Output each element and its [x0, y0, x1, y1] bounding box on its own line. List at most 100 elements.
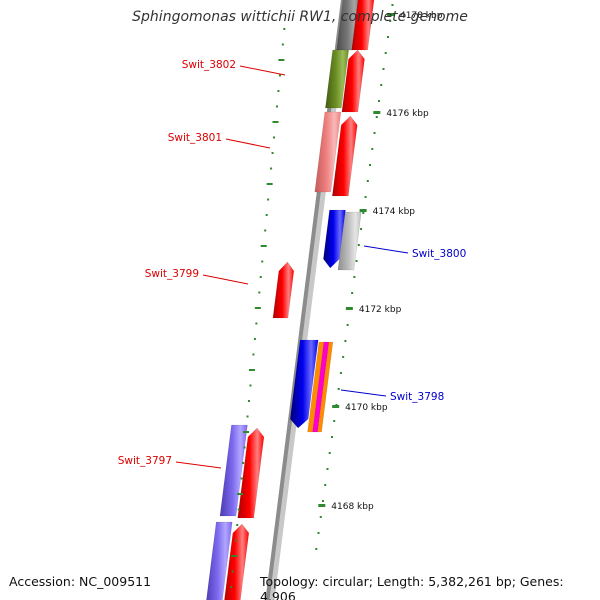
- scale-tick-minor: [364, 196, 367, 198]
- inner-tick-minor: [277, 90, 280, 92]
- inner-tick-minor: [252, 353, 255, 356]
- gene-feature-cds: [224, 523, 250, 600]
- inner-tick-minor: [240, 477, 243, 480]
- scale-label: 4168 kbp: [331, 502, 374, 512]
- gene-feature-cds: [289, 339, 319, 429]
- scale-tick-minor: [315, 548, 318, 550]
- gene-feature-purple: [206, 521, 233, 600]
- scale-tick-minor: [353, 276, 356, 278]
- inner-tick-minor: [253, 338, 256, 340]
- inner-tick-minor: [243, 446, 246, 449]
- inner-tick-minor: [261, 260, 264, 263]
- inner-tick-minor: [255, 322, 258, 325]
- scale-label: 4170 kbp: [345, 403, 388, 413]
- inner-tick-minor: [230, 586, 233, 588]
- scale-tick-minor: [384, 52, 387, 54]
- scale-tick-minor: [324, 484, 327, 486]
- gene-feature-grey: [337, 211, 362, 271]
- scale-tick-minor: [366, 180, 369, 182]
- scale-tick-minor: [389, 20, 392, 22]
- inner-tick-major: [254, 307, 261, 309]
- inner-tick-major: [278, 59, 285, 61]
- scale-tick-minor: [369, 164, 372, 166]
- gene-label-leader: [239, 65, 286, 76]
- gene-feature-cds: [323, 209, 346, 269]
- inner-tick-minor: [273, 136, 276, 139]
- gene-feature-orange: [317, 341, 334, 433]
- gene-label-leader: [340, 389, 387, 397]
- gene-feature-purple: [219, 424, 248, 517]
- inner-tick-major: [237, 493, 244, 495]
- inner-tick-minor: [258, 291, 261, 294]
- inner-tick-minor: [259, 276, 262, 278]
- inner-tick-minor: [248, 400, 250, 402]
- scale-tick-minor: [373, 132, 376, 134]
- scale-tick-minor: [371, 148, 374, 150]
- scale-tick-minor: [391, 4, 394, 6]
- scale-tick-minor: [375, 116, 378, 118]
- scale-tick-major: [359, 209, 367, 212]
- inner-tick-minor: [231, 570, 234, 573]
- inner-tick-minor: [234, 539, 237, 542]
- scale-tick-major: [318, 504, 326, 507]
- gene-feature-cds: [272, 261, 295, 319]
- inner-tick-minor: [267, 198, 270, 201]
- scale-tick-minor: [339, 372, 342, 374]
- inner-tick-minor: [271, 152, 274, 154]
- scale-tick-minor: [326, 468, 329, 470]
- scale-tick-major: [373, 111, 381, 114]
- scale-tick-minor: [319, 516, 322, 518]
- scale-tick-minor: [351, 292, 354, 294]
- map-title: Sphingomonas wittichii RW1, complete gen…: [132, 9, 468, 25]
- scale-label: 4176 kbp: [386, 109, 429, 119]
- scale-tick-minor: [386, 36, 389, 38]
- gene-label: Swit_3798: [390, 391, 444, 403]
- scale-tick-minor: [382, 68, 385, 70]
- gene-label-leader: [225, 138, 271, 149]
- gene-feature-cds: [237, 427, 265, 519]
- inner-tick-minor: [264, 229, 267, 232]
- inner-tick-major: [231, 555, 238, 557]
- scale-tick-minor: [344, 340, 347, 342]
- scale-tick-minor: [380, 84, 383, 86]
- gene-label-leader: [175, 461, 222, 469]
- inner-tick-minor: [283, 28, 286, 30]
- inner-tick-minor: [236, 524, 239, 526]
- scale-tick-minor: [337, 388, 340, 390]
- scale-label: 4172 kbp: [359, 305, 402, 315]
- scale-tick-minor: [355, 260, 358, 262]
- scale-tick-minor: [357, 244, 360, 246]
- gene-label: Swit_3799: [145, 268, 199, 280]
- inner-tick-major: [260, 245, 267, 247]
- scale-tick-minor: [330, 436, 333, 438]
- inner-tick-major: [248, 369, 255, 371]
- scale-tick-minor: [342, 356, 345, 358]
- inner-tick-minor: [275, 105, 278, 108]
- inner-tick-major: [272, 121, 279, 123]
- inner-tick-minor: [281, 43, 284, 46]
- scale-tick-minor: [362, 212, 365, 214]
- inner-tick-major: [243, 431, 250, 433]
- scale-tick-minor: [322, 500, 324, 502]
- gene-label-leader: [202, 274, 249, 285]
- inner-tick-minor: [270, 167, 273, 170]
- inner-tick-major: [266, 183, 273, 185]
- genome-stats-label: Topology: circular; Length: 5,382,261 bp…: [260, 574, 564, 600]
- gene-label: Swit_3797: [118, 455, 172, 467]
- inner-tick-minor: [249, 384, 252, 387]
- scale-tick-minor: [333, 420, 336, 422]
- inner-tick-minor: [278, 74, 281, 77]
- gene-feature-cds: [332, 115, 358, 197]
- accession-label: Accession: NC_009511: [9, 574, 152, 589]
- inner-tick-minor: [246, 415, 249, 418]
- inner-tick-minor: [265, 214, 268, 216]
- gene-label: Swit_3801: [168, 132, 222, 144]
- gene-label: Swit_3802: [182, 59, 236, 71]
- scale-tick-minor: [346, 324, 349, 326]
- gene-feature-cds: [351, 0, 375, 51]
- scale-tick-minor: [378, 100, 380, 102]
- scale-label: 4174 kbp: [373, 207, 416, 217]
- gene-label: Swit_3800: [412, 248, 466, 260]
